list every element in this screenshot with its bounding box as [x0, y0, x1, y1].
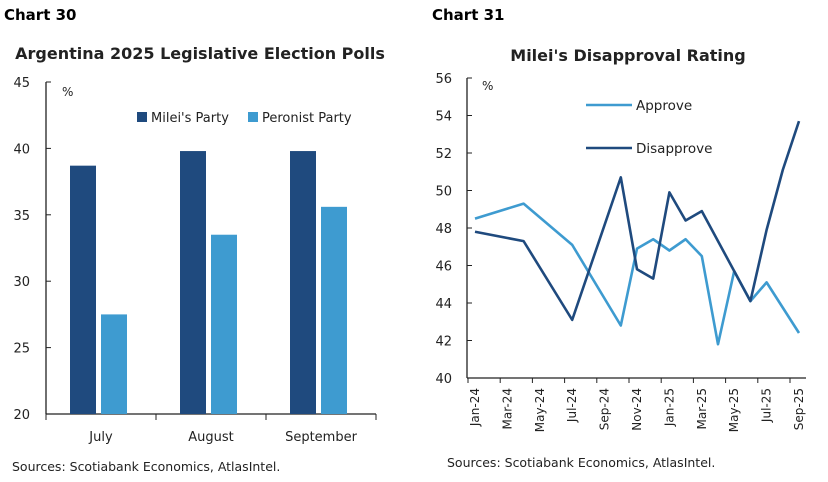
line-approve: [474, 202, 801, 346]
legend-label: Disapprove: [636, 141, 712, 157]
y-tick-label: 35: [13, 209, 30, 224]
x-tick-label: Jan-25: [662, 388, 676, 427]
legend-swatch: [137, 112, 147, 122]
chart-title: Argentina 2025 Legislative Election Poll…: [15, 44, 385, 63]
x-tick-label: May-25: [727, 388, 741, 432]
bar-milei-s-party: [180, 151, 206, 414]
bar-peronist-party: [101, 314, 127, 414]
legend-label: Approve: [636, 98, 692, 114]
y-tick-label: 48: [435, 222, 452, 237]
source-note: Sources: Scotiabank Economics, AtlasInte…: [12, 459, 280, 474]
y-tick-label: 40: [13, 142, 30, 157]
y-tick-label: 52: [435, 147, 452, 162]
x-tick-label: Jan-24: [468, 388, 482, 427]
legend-label: Peronist Party: [262, 111, 352, 126]
legend-swatch: [248, 112, 258, 122]
legend-label: Milei's Party: [151, 111, 229, 126]
y-tick-label: 44: [435, 297, 452, 312]
line-disapprove: [474, 120, 801, 322]
x-tick-label: Mar-25: [695, 388, 709, 429]
bar-peronist-party: [211, 234, 237, 414]
x-tick-label: Mar-24: [500, 388, 514, 429]
y-tick-label: 50: [435, 185, 452, 200]
y-tick-label: 46: [435, 260, 452, 275]
x-tick-label: Sep-24: [598, 388, 612, 430]
chart-31-label: Chart 31: [432, 6, 505, 24]
x-tick-label: September: [285, 430, 358, 445]
x-tick-label: July: [88, 430, 113, 445]
x-tick-label: Sep-25: [792, 388, 806, 430]
y-tick-label: 56: [435, 72, 452, 87]
y-tick-label: 54: [435, 110, 452, 125]
bar-peronist-party: [321, 206, 347, 414]
bar-milei-s-party: [70, 165, 96, 414]
y-tick-label: 42: [435, 335, 452, 350]
y-tick-label: 45: [13, 76, 30, 91]
x-tick-label: Jul-25: [760, 388, 774, 423]
y-tick-label: 25: [13, 342, 30, 357]
x-tick-label: August: [188, 430, 234, 445]
chart-title: Milei's Disapproval Rating: [510, 46, 745, 65]
x-tick-label: Nov-24: [630, 388, 644, 431]
x-tick-label: May-24: [533, 388, 547, 432]
y-tick-label: 40: [435, 372, 452, 387]
y-tick-label: 30: [13, 275, 30, 290]
x-tick-label: Jul-24: [565, 388, 579, 423]
chart-30-label: Chart 30: [4, 6, 77, 24]
source-note: Sources: Scotiabank Economics, AtlasInte…: [447, 455, 715, 470]
bar-milei-s-party: [290, 151, 316, 414]
y-unit-label: %: [62, 85, 73, 99]
y-unit-label: %: [482, 79, 493, 93]
y-tick-label: 20: [13, 408, 30, 423]
